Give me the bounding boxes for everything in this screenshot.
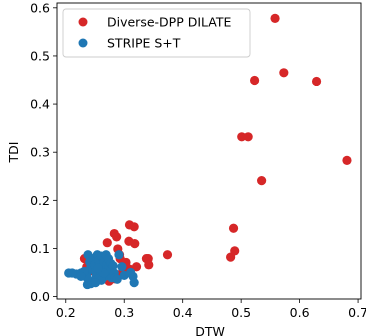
data-point-series1-54 xyxy=(93,263,103,273)
y-tick-label: 0.0 xyxy=(30,289,50,304)
data-point-series0-4 xyxy=(237,132,247,142)
data-point-series1-47 xyxy=(117,262,127,272)
axes-layer: 0.2 0.3 0.4 0.5 0.6 0.7 0.0 0.1 0.2 0.3 0.4 0.5 0.6 xyxy=(30,0,366,320)
y-tick-label: 0.5 xyxy=(30,48,50,63)
legend: Diverse-DPP DILATE STRIPE S+T xyxy=(62,8,251,58)
data-point-series1-45 xyxy=(76,271,86,281)
data-point-series0-18 xyxy=(112,232,122,242)
plot-frame xyxy=(56,2,362,300)
data-point-series1-51 xyxy=(119,270,129,281)
x-tick-label: 0.5 xyxy=(231,305,251,320)
legend-label-diverse-dpp-dilate: Diverse-DPP DILATE xyxy=(107,15,231,30)
data-point-series1-46 xyxy=(114,250,124,260)
y-tick-label: 0.1 xyxy=(30,241,50,256)
y-tick-label: 0.2 xyxy=(30,193,50,208)
data-point-series1-52 xyxy=(112,274,122,284)
data-point-series0-7 xyxy=(257,176,267,186)
data-point-series0-2 xyxy=(250,75,260,86)
y-tick-label: 0.3 xyxy=(30,145,50,160)
data-point-series0-14 xyxy=(144,260,154,270)
legend-marker-stripe-s-t xyxy=(78,38,88,48)
y-tick-label: 0.4 xyxy=(30,97,50,112)
data-point-series1-49 xyxy=(129,278,139,288)
data-point-series1-41 xyxy=(82,279,92,290)
data-point-series0-10 xyxy=(230,246,240,256)
legend-marker-diverse-dpp-dilate xyxy=(78,17,88,27)
data-point-series0-0 xyxy=(270,13,280,23)
data-point-series0-21 xyxy=(102,238,112,248)
x-axis-title: DTW xyxy=(195,324,225,336)
legend-label-stripe-s-t: STRIPE S+T xyxy=(107,36,181,51)
data-point-series0-3 xyxy=(311,76,322,87)
data-point-series0-20 xyxy=(130,239,140,249)
points-layer xyxy=(64,13,352,290)
data-point-series0-1 xyxy=(279,68,289,78)
y-tick-label: 0.6 xyxy=(30,0,50,15)
data-point-series0-6 xyxy=(342,155,352,165)
x-tick-label: 0.4 xyxy=(173,305,193,320)
data-point-series1-34 xyxy=(108,261,118,271)
y-axis-title: TDI xyxy=(6,142,21,164)
legend-frame xyxy=(62,8,251,58)
data-point-series0-16 xyxy=(129,222,139,232)
x-tick-label: 0.7 xyxy=(348,305,366,320)
x-tick-label: 0.2 xyxy=(56,305,76,320)
data-point-series0-28 xyxy=(131,262,142,272)
data-point-series0-5 xyxy=(243,132,253,142)
x-tick-label: 0.6 xyxy=(290,305,310,320)
data-point-series0-11 xyxy=(162,250,173,260)
data-point-series1-42 xyxy=(90,278,101,288)
x-tick-label: 0.3 xyxy=(114,305,134,320)
data-point-series0-8 xyxy=(228,223,239,233)
